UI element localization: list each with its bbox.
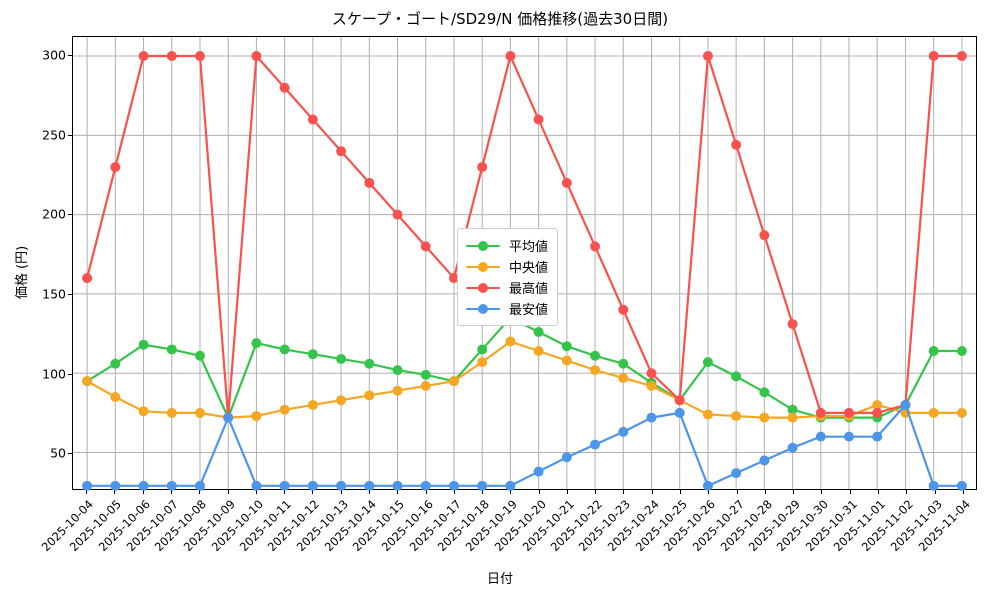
grid-lines: [73, 37, 976, 489]
x-tick-mark: [199, 490, 201, 494]
y-tick-mark: [68, 294, 72, 296]
x-tick-mark: [538, 490, 540, 494]
legend-label: 平均値: [509, 240, 549, 255]
x-tick-mark: [821, 490, 823, 494]
y-tick-label: 200: [42, 206, 66, 222]
x-axis-label: 日付: [486, 572, 513, 587]
x-tick-mark: [934, 490, 936, 494]
legend-swatch-icon: [466, 260, 500, 274]
x-tick-mark: [708, 490, 710, 494]
x-tick-mark: [595, 490, 597, 494]
series-2: [82, 51, 967, 423]
data-series-layer: [82, 51, 967, 491]
x-tick-mark: [680, 490, 682, 494]
x-tick-mark: [227, 490, 229, 494]
x-tick-mark: [482, 490, 484, 494]
legend-label: 最安値: [509, 303, 549, 318]
y-tick-mark: [68, 373, 72, 375]
legend-item[interactable]: 最安値: [466, 298, 548, 319]
legend-item[interactable]: 中央値: [466, 256, 548, 277]
series-1: [82, 336, 967, 423]
x-tick-mark: [962, 490, 964, 494]
y-tick-label: 150: [42, 286, 66, 302]
plot-area: [72, 36, 977, 491]
x-tick-mark: [425, 490, 427, 494]
legend-label: 最高値: [509, 282, 549, 297]
x-tick-mark: [284, 490, 286, 494]
x-tick-mark: [170, 490, 172, 494]
series-3: [82, 399, 967, 491]
x-tick-mark: [623, 490, 625, 494]
y-tick-mark: [68, 55, 72, 57]
x-tick-mark: [114, 490, 116, 494]
x-tick-mark: [86, 490, 88, 494]
y-tick-label: 300: [42, 47, 66, 63]
x-tick-mark: [368, 490, 370, 494]
x-tick-mark: [255, 490, 257, 494]
x-tick-mark: [878, 490, 880, 494]
x-tick-mark: [510, 490, 512, 494]
y-tick-mark: [68, 134, 72, 136]
chart-title: スケープ・ゴート/SD29/N 価格推移(過去30日間): [331, 10, 669, 28]
y-tick-label: 50: [50, 445, 66, 461]
y-tick-label: 250: [42, 127, 66, 143]
x-tick-mark: [453, 490, 455, 494]
series-0: [82, 312, 967, 423]
x-tick-mark: [397, 490, 399, 494]
y-tick-mark: [68, 453, 72, 455]
legend-swatch-icon: [466, 302, 500, 316]
y-tick-label: 100: [42, 366, 66, 382]
x-tick-mark: [906, 490, 908, 494]
x-tick-mark: [340, 490, 342, 494]
x-tick-mark: [312, 490, 314, 494]
y-tick-mark: [68, 214, 72, 216]
x-tick-mark: [566, 490, 568, 494]
legend-label: 中央値: [509, 261, 549, 276]
legend-item[interactable]: 最高値: [466, 277, 548, 298]
x-tick-mark: [736, 490, 738, 494]
legend-swatch-icon: [466, 239, 500, 253]
legend-swatch-icon: [466, 281, 500, 295]
chart-legend: 平均値中央値最高値最安値: [457, 228, 559, 326]
x-tick-mark: [651, 490, 653, 494]
x-tick-mark: [142, 490, 144, 494]
x-tick-mark: [849, 490, 851, 494]
x-tick-mark: [793, 490, 795, 494]
legend-item[interactable]: 平均値: [466, 235, 548, 256]
x-tick-mark: [764, 490, 766, 494]
